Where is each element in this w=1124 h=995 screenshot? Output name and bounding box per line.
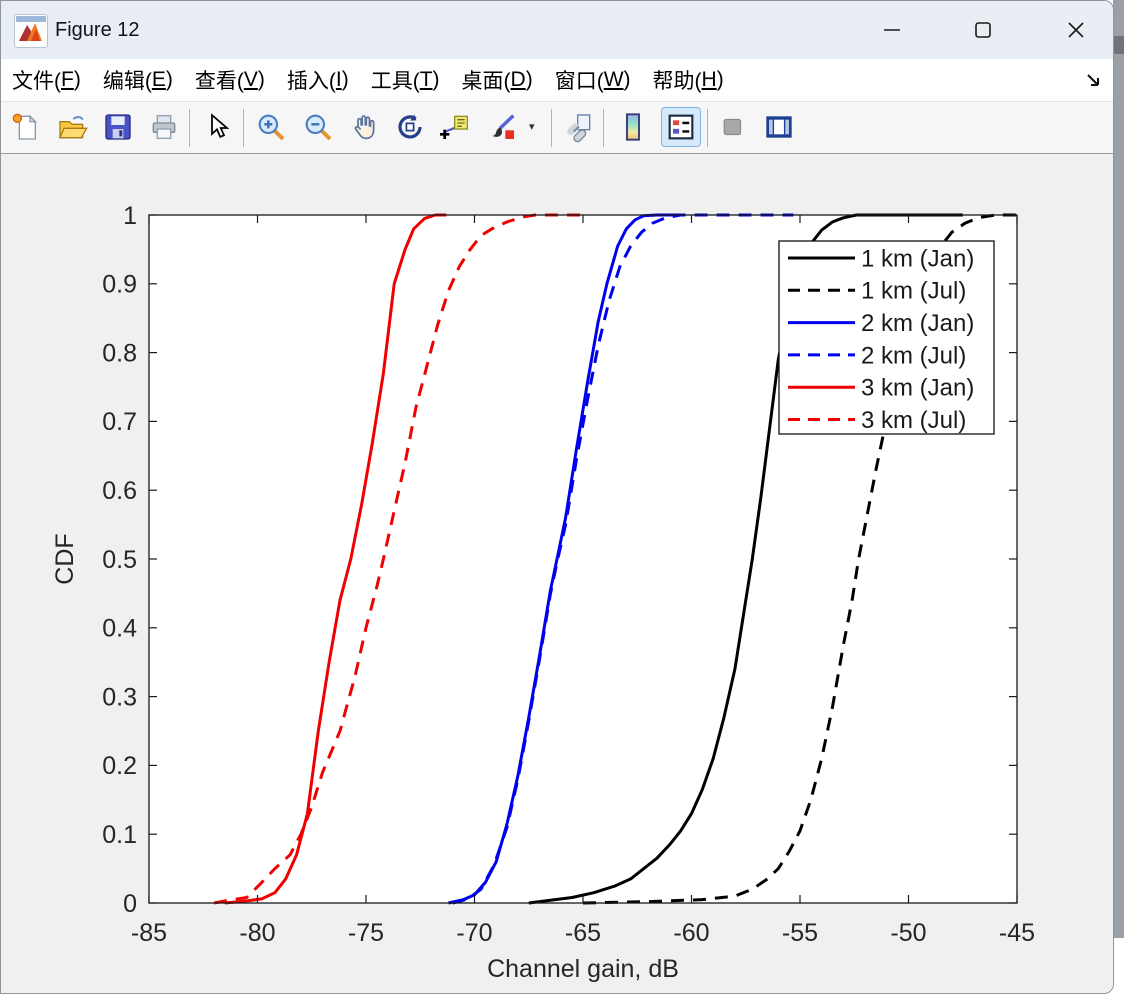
figure-toolbar: ▾ <box>1 102 1113 154</box>
print-figure-button[interactable] <box>144 107 184 147</box>
brush-data-icon <box>492 114 515 139</box>
legend-entry-label: 2 km (Jan) <box>861 310 974 337</box>
x-tick-label: -60 <box>673 919 709 947</box>
title-bar[interactable]: Figure 12 <box>1 1 1113 59</box>
close-icon <box>1068 22 1084 38</box>
y-axis-label: CDF <box>51 533 79 584</box>
curve-3-km-jan- <box>224 213 447 905</box>
toolbar-separator <box>243 109 244 147</box>
x-tick-label: -45 <box>999 919 1035 947</box>
y-tick-label: 0.9 <box>102 271 137 299</box>
link-plot-button[interactable] <box>559 107 599 147</box>
save-figure-button[interactable] <box>98 107 138 147</box>
menu-item-V[interactable]: 查看(V) <box>194 68 265 93</box>
zoom-out-button[interactable] <box>298 107 338 147</box>
window-title: Figure 12 <box>55 19 140 41</box>
legend-entry-label: 2 km (Jul) <box>861 342 966 369</box>
pan-icon <box>354 115 375 140</box>
open-file-button[interactable] <box>52 107 92 147</box>
save-figure-icon <box>105 114 131 140</box>
legend-entry-label: 3 km (Jul) <box>861 407 966 434</box>
curve-3-km-jul- <box>213 213 583 905</box>
menu-item-W[interactable]: 窗口(W) <box>554 68 631 93</box>
desktop-background-accent <box>1113 36 1124 54</box>
legend-entry-label: 1 km (Jul) <box>861 278 966 305</box>
x-axis-label: Channel gain, dB <box>487 955 679 983</box>
y-tick-label: 0.3 <box>102 683 137 711</box>
menu-item-D[interactable]: 桌面(D) <box>461 68 533 93</box>
x-tick-label: -50 <box>890 919 926 947</box>
cdf-chart[interactable]: -85 -80 -75 -70 -65 -60 -55 -50 -45 0 0.1 0.2 0.3 0.4… <box>1 154 1113 993</box>
dock-figure-arrow-icon[interactable] <box>1081 67 1107 93</box>
brush-dropdown-caret[interactable]: ▾ <box>529 121 535 133</box>
legend-entry-label: 1 km (Jan) <box>861 245 974 272</box>
rotate-3d-icon <box>398 114 422 139</box>
matlab-logo-icon <box>14 14 48 48</box>
open-file-icon <box>58 115 88 139</box>
curve-1-km-jul- <box>582 213 1017 905</box>
menu-item-I[interactable]: 插入(I) <box>286 68 349 93</box>
insert-colorbar-button[interactable] <box>613 107 653 147</box>
y-tick-label: 0.5 <box>102 546 137 574</box>
minimize-button[interactable] <box>869 10 915 50</box>
menu-item-E[interactable]: 编辑(E) <box>102 68 173 93</box>
pointer-button[interactable] <box>197 107 237 147</box>
menu-item-F[interactable]: 文件(F) <box>12 68 81 93</box>
curve-1-km-jan- <box>528 213 963 905</box>
menu-item-H[interactable]: 帮助(H) <box>652 68 724 93</box>
y-tick-label: 1 <box>123 202 137 230</box>
insert-legend-button[interactable] <box>661 107 701 147</box>
desktop-background <box>1113 0 1124 938</box>
x-tick-label: -65 <box>565 919 601 947</box>
show-plot-tools-button[interactable] <box>759 107 799 147</box>
zoom-out-icon <box>305 114 332 141</box>
x-tick-label: -85 <box>131 919 167 947</box>
y-tick-label: 0.4 <box>102 615 137 643</box>
y-tick-label: 0.7 <box>102 408 137 436</box>
insert-colorbar-icon <box>626 113 640 141</box>
x-tick-label: -55 <box>782 919 818 947</box>
show-plot-tools-icon <box>766 116 792 138</box>
x-tick-label: -70 <box>456 919 492 947</box>
insert-legend-icon <box>668 114 694 140</box>
y-tick-label: 0.2 <box>102 752 137 780</box>
hide-plot-tools-button <box>713 107 753 147</box>
legend-entry-label: 3 km (Jan) <box>861 375 974 402</box>
new-figure-button[interactable] <box>6 107 46 147</box>
data-cursor-button[interactable] <box>436 107 476 147</box>
x-tick-label: -75 <box>348 919 384 947</box>
pan-button[interactable] <box>344 107 384 147</box>
new-figure-icon <box>12 113 37 140</box>
y-tick-label: 0.1 <box>102 821 137 849</box>
minimize-icon <box>884 29 900 31</box>
figure-canvas: -85 -80 -75 -70 -65 -60 -55 -50 -45 0 0.1 0.2 0.3 0.4… <box>1 154 1113 993</box>
y-tick-label: 0 <box>123 890 137 918</box>
link-plot-icon <box>567 114 591 143</box>
close-button[interactable] <box>1053 10 1099 50</box>
curve-2-km-jul- <box>452 213 794 905</box>
menu-item-T[interactable]: 工具(T) <box>370 68 440 93</box>
legend-box[interactable] <box>778 240 995 435</box>
hide-plot-tools-icon <box>723 118 742 136</box>
maximize-icon <box>975 22 991 38</box>
toolbar-separator <box>551 109 552 147</box>
zoom-in-icon <box>258 114 285 141</box>
toolbar-separator <box>603 109 604 147</box>
zoom-in-button[interactable] <box>251 107 291 147</box>
pointer-icon <box>211 113 230 139</box>
data-cursor-icon <box>440 115 468 139</box>
menu-bar: 文件(F) 编辑(E) 查看(V) 插入(I) 工具(T) 桌面(D) 窗口(W) 帮助(H) <box>1 59 1113 102</box>
x-tick-label: -80 <box>239 919 275 947</box>
y-tick-label: 0.8 <box>102 339 137 367</box>
toolbar-separator <box>707 109 708 147</box>
y-tick-label: 0.6 <box>102 477 137 505</box>
maximize-button[interactable] <box>960 10 1006 50</box>
rotate-3d-button[interactable] <box>390 107 430 147</box>
toolbar-separator <box>189 109 190 147</box>
print-figure-icon <box>152 115 176 139</box>
brush-data-button[interactable] <box>482 107 522 147</box>
